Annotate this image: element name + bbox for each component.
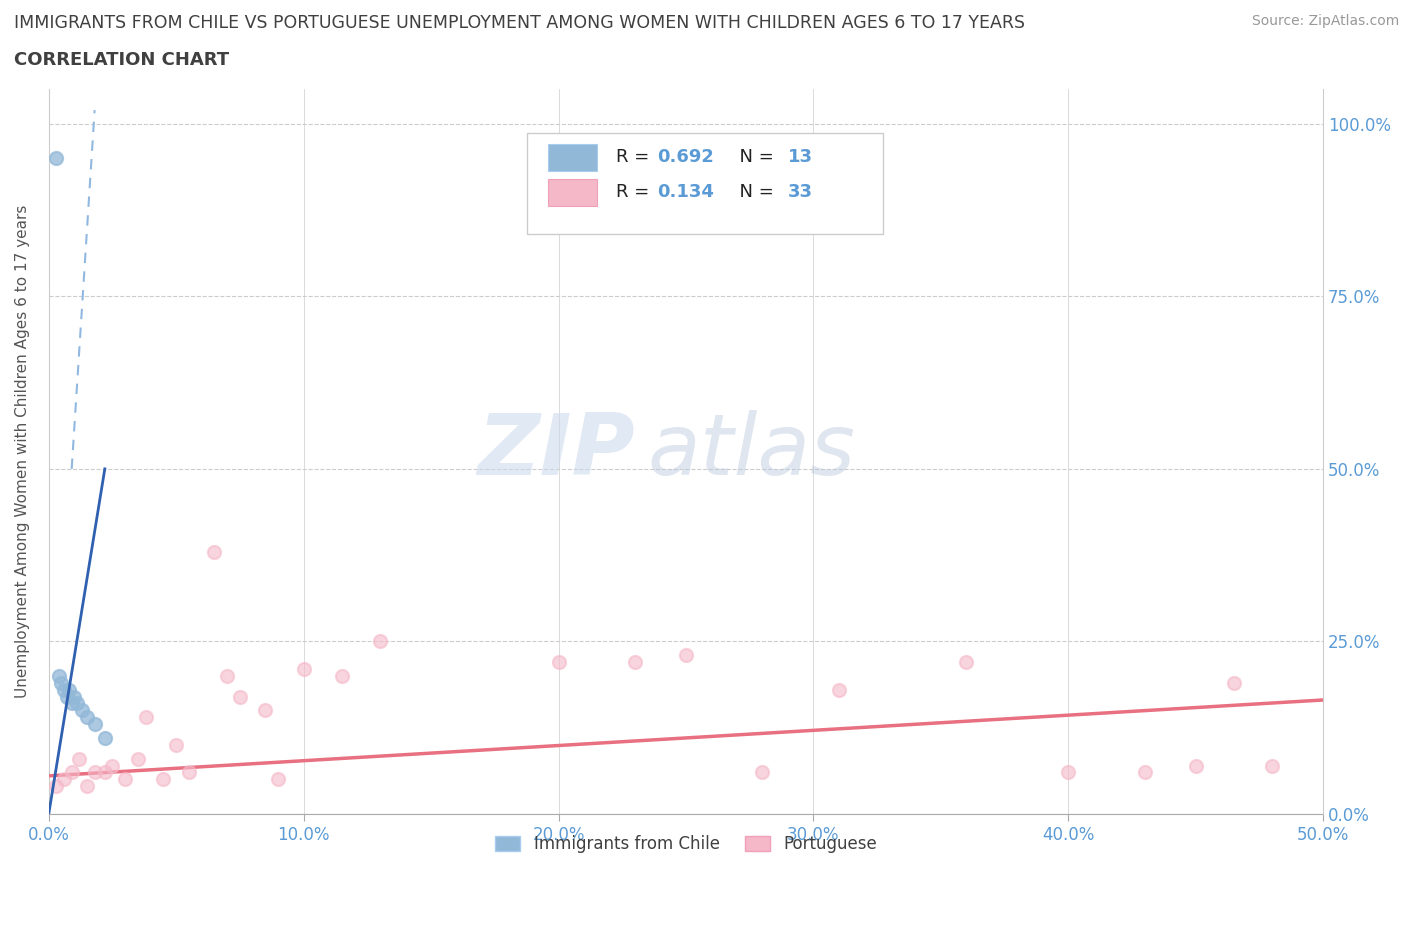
Point xyxy=(48,669,70,684)
Point xyxy=(1184,758,1206,773)
Bar xyxy=(548,179,596,206)
Point xyxy=(955,655,977,670)
Text: 33: 33 xyxy=(787,183,813,201)
Bar xyxy=(548,144,596,171)
Point xyxy=(217,669,239,684)
Point xyxy=(1133,765,1156,780)
Point xyxy=(94,730,117,745)
Point xyxy=(70,703,93,718)
Point xyxy=(751,765,773,780)
Point xyxy=(135,710,157,724)
Point xyxy=(675,647,697,662)
Point xyxy=(1223,675,1246,690)
Point xyxy=(83,765,105,780)
Point xyxy=(828,683,851,698)
Point xyxy=(51,675,73,690)
Point xyxy=(60,765,83,780)
Point xyxy=(624,655,647,670)
Point xyxy=(67,751,90,766)
Point xyxy=(330,669,353,684)
Text: CORRELATION CHART: CORRELATION CHART xyxy=(14,51,229,69)
Point xyxy=(1057,765,1080,780)
Point xyxy=(152,772,174,787)
Point xyxy=(267,772,290,787)
Y-axis label: Unemployment Among Women with Children Ages 6 to 17 years: Unemployment Among Women with Children A… xyxy=(15,205,30,698)
Text: N =: N = xyxy=(728,183,779,201)
Point xyxy=(1261,758,1284,773)
Point xyxy=(63,689,86,704)
Text: 0.692: 0.692 xyxy=(657,149,713,166)
Point xyxy=(58,683,80,698)
Text: R =: R = xyxy=(616,149,655,166)
Point xyxy=(60,696,83,711)
Point xyxy=(292,661,315,676)
Text: IMMIGRANTS FROM CHILE VS PORTUGUESE UNEMPLOYMENT AMONG WOMEN WITH CHILDREN AGES : IMMIGRANTS FROM CHILE VS PORTUGUESE UNEM… xyxy=(14,14,1025,32)
Point xyxy=(45,151,67,166)
Point xyxy=(45,778,67,793)
Text: Source: ZipAtlas.com: Source: ZipAtlas.com xyxy=(1251,14,1399,28)
Point xyxy=(76,710,98,724)
Text: atlas: atlas xyxy=(648,410,856,493)
Point xyxy=(368,634,391,649)
Legend: Immigrants from Chile, Portuguese: Immigrants from Chile, Portuguese xyxy=(488,829,883,860)
Text: ZIP: ZIP xyxy=(478,410,636,493)
Point xyxy=(177,765,200,780)
Point xyxy=(53,772,76,787)
Text: N =: N = xyxy=(728,149,779,166)
Point xyxy=(229,689,252,704)
Point xyxy=(94,765,117,780)
Point xyxy=(204,544,226,559)
Point xyxy=(76,778,98,793)
Text: 13: 13 xyxy=(787,149,813,166)
Point xyxy=(53,683,76,698)
Point xyxy=(66,696,89,711)
Point xyxy=(547,655,569,670)
Point xyxy=(254,703,277,718)
Point xyxy=(55,689,77,704)
Point xyxy=(165,737,187,752)
Point xyxy=(83,717,105,732)
Point xyxy=(127,751,149,766)
Point xyxy=(114,772,136,787)
FancyBboxPatch shape xyxy=(527,133,883,234)
Text: 0.134: 0.134 xyxy=(657,183,713,201)
Text: R =: R = xyxy=(616,183,655,201)
Point xyxy=(101,758,124,773)
